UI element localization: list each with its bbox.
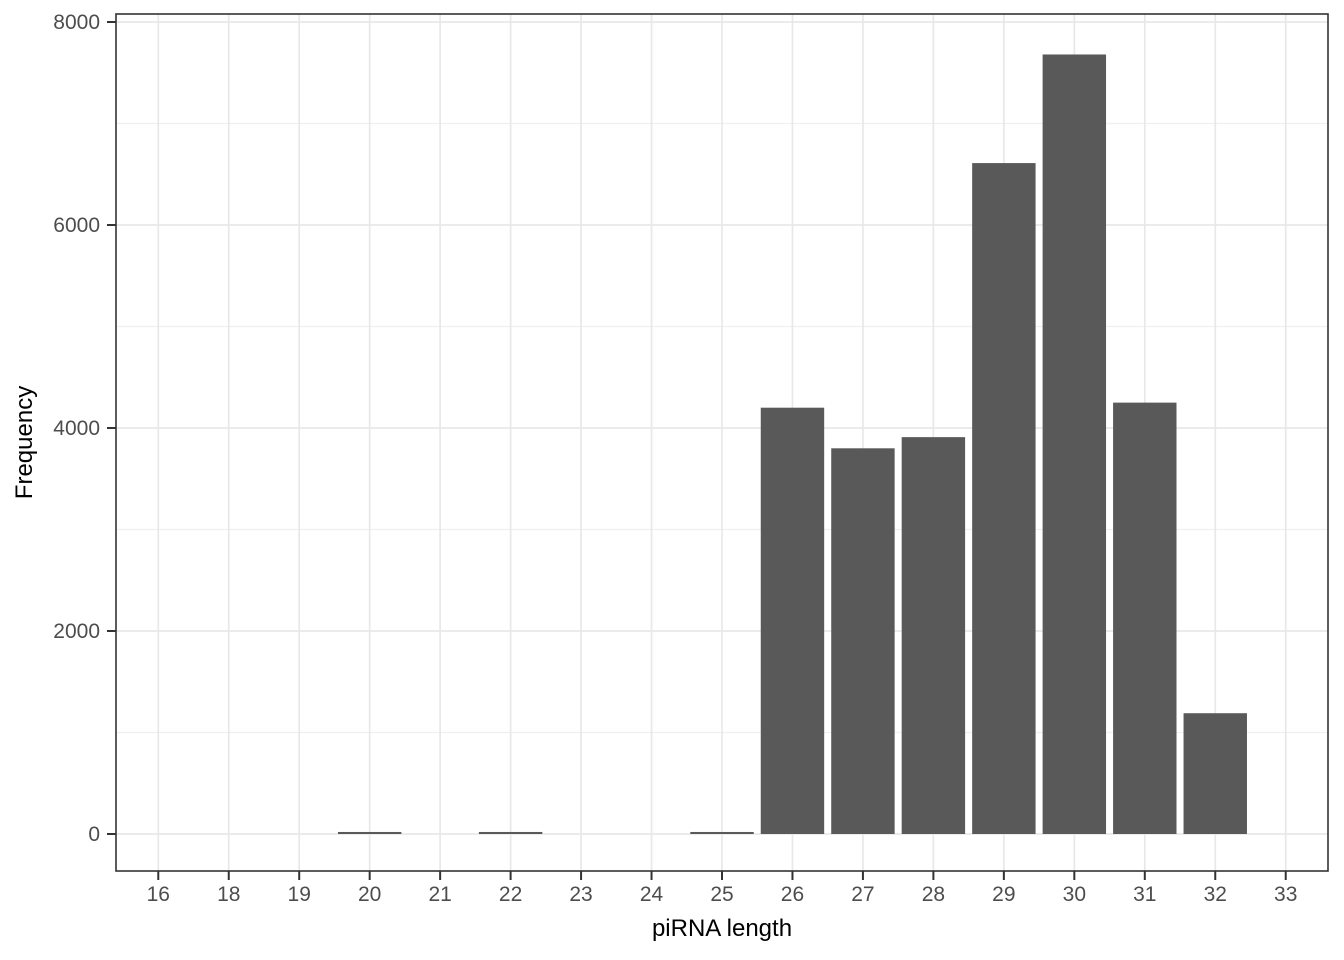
x-tick-label-25: 25 bbox=[710, 883, 733, 906]
x-tick-label-30: 30 bbox=[1063, 883, 1086, 906]
bar-27 bbox=[831, 448, 895, 834]
y-tick-label-8000: 8000 bbox=[53, 11, 100, 34]
bar-26 bbox=[760, 407, 825, 834]
x-tick-label-20: 20 bbox=[358, 883, 381, 906]
x-tick-label-19: 19 bbox=[288, 883, 311, 906]
bar-22 bbox=[478, 831, 543, 834]
x-tick-label-22: 22 bbox=[499, 883, 522, 906]
x-tick-label-16: 16 bbox=[147, 883, 170, 906]
y-tick-label-6000: 6000 bbox=[53, 214, 100, 237]
x-tick-label-21: 21 bbox=[428, 883, 451, 906]
y-tick-label-4000: 4000 bbox=[53, 417, 100, 440]
x-tick-label-32: 32 bbox=[1204, 883, 1227, 906]
x-tick-label-24: 24 bbox=[640, 883, 664, 906]
y-axis-title: Frequency bbox=[11, 386, 38, 499]
bar-28 bbox=[901, 437, 966, 834]
y-tick-label-2000: 2000 bbox=[53, 620, 100, 643]
x-tick-label-31: 31 bbox=[1133, 883, 1156, 906]
bar-31 bbox=[1113, 402, 1177, 834]
x-axis-title: piRNA length bbox=[652, 915, 792, 942]
x-tick-label-33: 33 bbox=[1274, 883, 1297, 906]
x-tick-label-26: 26 bbox=[781, 883, 804, 906]
x-tick-label-23: 23 bbox=[569, 883, 592, 906]
x-tick-label-18: 18 bbox=[217, 883, 240, 906]
bar-32 bbox=[1183, 713, 1247, 834]
bar-30 bbox=[1042, 54, 1107, 835]
x-tick-label-29: 29 bbox=[992, 883, 1015, 906]
bar-20 bbox=[337, 831, 402, 834]
x-tick-label-28: 28 bbox=[922, 883, 945, 906]
x-tick-label-27: 27 bbox=[851, 883, 874, 906]
bar-29 bbox=[972, 163, 1036, 834]
bar-25 bbox=[690, 831, 754, 834]
y-tick-label-0: 0 bbox=[88, 823, 100, 846]
